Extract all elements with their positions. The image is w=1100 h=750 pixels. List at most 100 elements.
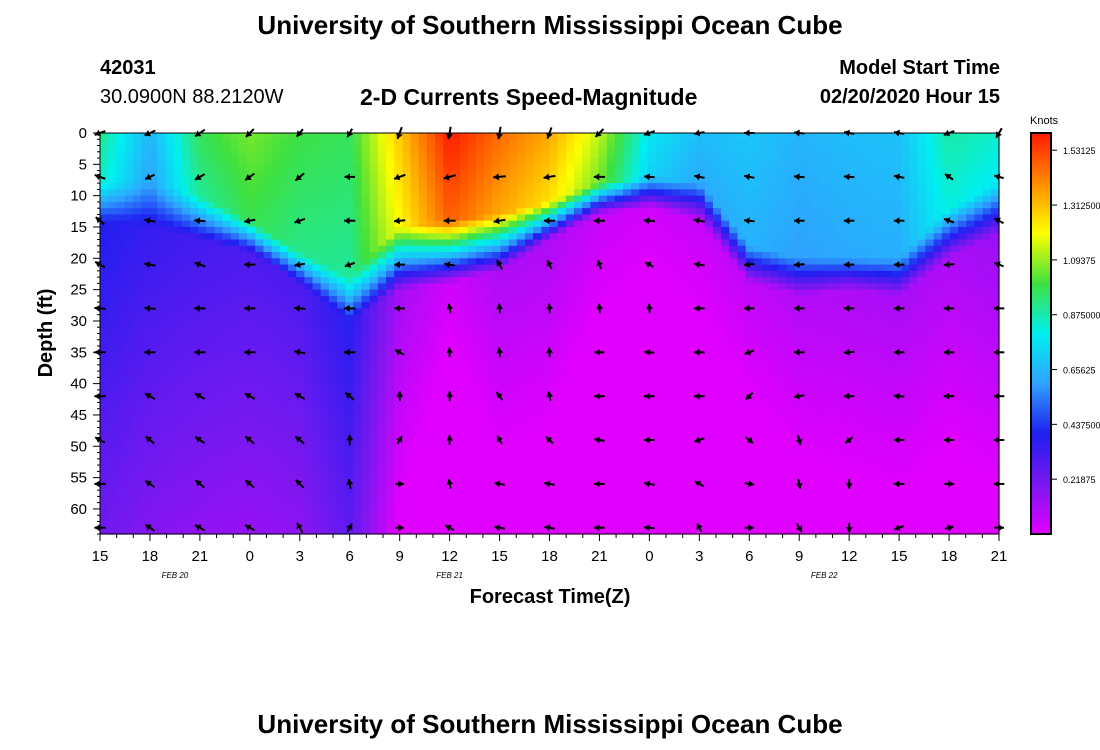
heatmap-cell <box>524 371 534 378</box>
heatmap-cell <box>533 377 542 385</box>
heatmap-cell <box>647 258 657 266</box>
heatmap-cell <box>574 389 583 397</box>
heatmap-cell <box>606 402 616 410</box>
heatmap-cell <box>492 164 502 172</box>
heatmap-cell <box>778 289 788 297</box>
heatmap-cell <box>786 226 796 234</box>
heatmap-cell <box>958 245 967 253</box>
heatmap-cell <box>516 258 526 266</box>
heatmap-cell <box>263 327 273 335</box>
heatmap-cell <box>320 358 330 366</box>
heatmap-cell <box>737 377 747 385</box>
heatmap-cell <box>100 277 109 284</box>
heatmap-cell <box>541 402 551 410</box>
heatmap-cell <box>312 302 322 310</box>
heatmap-cell <box>900 252 910 259</box>
heatmap-cell <box>761 176 771 184</box>
heatmap-cell <box>557 264 567 272</box>
heatmap-cell <box>165 308 175 316</box>
heatmap-cell <box>900 220 910 228</box>
heatmap-cell <box>598 239 608 247</box>
heatmap-cell <box>247 133 256 140</box>
heatmap-cell <box>745 383 755 391</box>
heatmap-cell <box>116 346 126 353</box>
heatmap-cell <box>721 176 730 184</box>
heatmap-cell <box>925 408 935 416</box>
heatmap-cell <box>214 220 224 228</box>
heatmap-cell <box>451 389 461 397</box>
heatmap-cell <box>475 245 485 253</box>
heatmap-cell <box>860 133 869 140</box>
heatmap-cell <box>467 139 477 147</box>
heatmap-cell <box>582 151 591 159</box>
heatmap-cell <box>909 139 918 147</box>
heatmap-cell <box>475 308 485 316</box>
heatmap-cell <box>492 302 502 310</box>
heatmap-cell <box>843 283 853 291</box>
heatmap-cell <box>933 327 943 335</box>
heatmap-cell <box>721 327 730 335</box>
heatmap-cell <box>753 377 763 385</box>
heatmap-cell <box>941 201 951 209</box>
heatmap-cell <box>835 220 845 228</box>
heatmap-cell <box>639 183 649 190</box>
heatmap-cell <box>557 295 567 303</box>
heatmap-cell <box>647 201 657 209</box>
heatmap-cell <box>949 314 959 322</box>
heatmap-cell <box>271 295 281 303</box>
heatmap-cell <box>247 346 256 353</box>
heatmap-cell <box>917 302 927 310</box>
heatmap-cell <box>140 208 150 216</box>
heatmap-cell <box>377 283 387 291</box>
heatmap-cell <box>900 264 910 272</box>
heatmap-cell <box>328 352 338 360</box>
heatmap-cell <box>631 264 640 272</box>
heatmap-cell <box>631 252 640 259</box>
heatmap-cell <box>590 339 600 347</box>
heatmap-cell <box>729 201 739 209</box>
heatmap-cell <box>704 352 714 360</box>
heatmap-cell <box>802 408 812 416</box>
heatmap-cell <box>802 302 812 310</box>
heatmap-cell <box>361 283 371 291</box>
heatmap-cell <box>966 320 976 328</box>
heatmap-cell <box>377 358 387 366</box>
heatmap-cell <box>925 183 935 190</box>
heatmap-cell <box>729 170 739 178</box>
heatmap-cell <box>435 402 444 410</box>
heatmap-cell <box>189 377 199 385</box>
heatmap-cell <box>925 258 935 266</box>
heatmap-cell <box>328 396 338 404</box>
heatmap-cell <box>214 383 224 391</box>
heatmap-cell <box>230 346 240 353</box>
heatmap-cell <box>606 220 616 228</box>
heatmap-cell <box>917 333 927 341</box>
heatmap-cell <box>811 295 820 303</box>
heatmap-cell <box>843 333 853 341</box>
heatmap-cell <box>745 252 755 259</box>
heatmap-cell <box>271 189 281 197</box>
heatmap-cell <box>500 333 510 341</box>
heatmap-cell <box>598 308 608 316</box>
heatmap-cell <box>238 333 248 341</box>
heatmap-cell <box>851 308 861 316</box>
heatmap-cell <box>165 377 175 385</box>
heatmap-cell <box>435 233 444 241</box>
heatmap-cell <box>892 151 902 159</box>
heatmap-cell <box>377 233 387 241</box>
heatmap-cell <box>696 302 706 310</box>
heatmap-cell <box>214 283 224 291</box>
heatmap-cell <box>794 133 804 140</box>
heatmap-cell <box>745 327 755 335</box>
heatmap-cell <box>990 383 1000 391</box>
heatmap-cell <box>467 189 477 197</box>
heatmap-cell <box>990 371 1000 378</box>
heatmap-cell <box>230 320 240 328</box>
heatmap-cell <box>941 208 951 216</box>
heatmap-cell <box>949 252 959 259</box>
heatmap-cell <box>132 176 142 184</box>
heatmap-cell <box>606 170 616 178</box>
heatmap-cell <box>435 327 444 335</box>
heatmap-cell <box>565 264 575 272</box>
heatmap-cell <box>271 258 281 266</box>
